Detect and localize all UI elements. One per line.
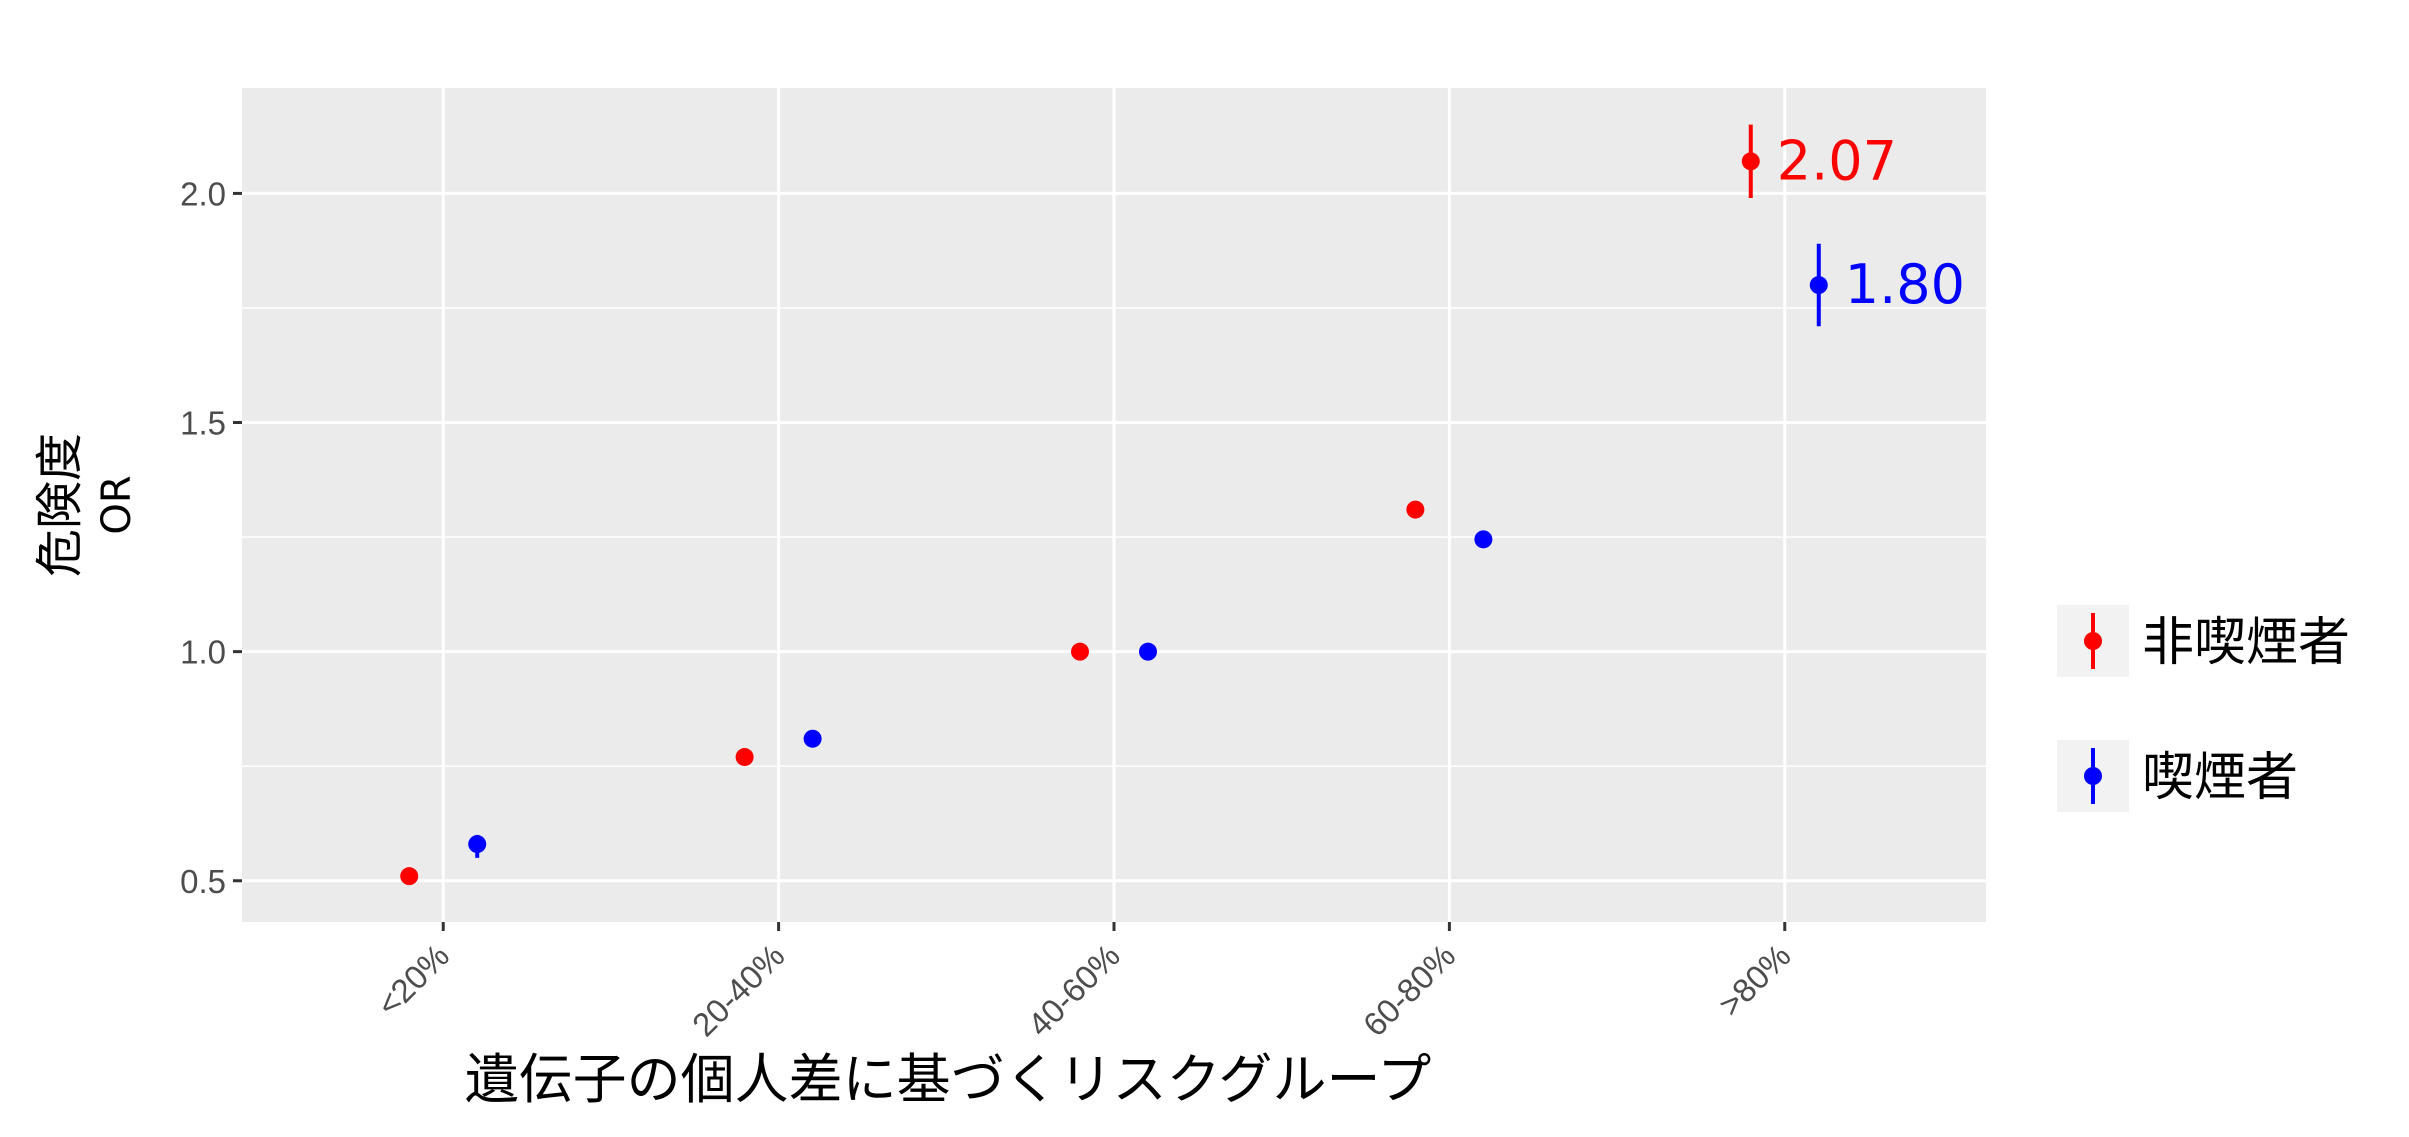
y-tick-label: 1.0 (180, 634, 226, 671)
data-point (1139, 642, 1157, 661)
data-point (1474, 530, 1493, 549)
data-point (400, 867, 419, 886)
y-axis-title-line-2: OR (94, 475, 140, 534)
legend-item-smoker: 喫煙者 (2057, 740, 2298, 812)
legend-key-smoker-point (2084, 767, 2102, 785)
data-marks (400, 124, 1828, 886)
legend-label-nonsmoker: 非喫煙者 (2142, 613, 2350, 673)
data-point (1809, 276, 1828, 295)
x-tick-label: 60-80% (1356, 937, 1463, 1044)
legend-key-nonsmoker-point (2084, 632, 2102, 650)
data-point (1406, 500, 1425, 519)
data-point (1071, 642, 1089, 661)
x-tick-label: <20% (370, 937, 456, 1023)
legend: 非喫煙者 喫煙者 (2057, 605, 2350, 812)
x-tick-label: 20-40% (685, 937, 792, 1044)
x-tick-label: >80% (1711, 937, 1797, 1023)
data-point (468, 835, 487, 854)
x-tick-label: 40-60% (1020, 937, 1127, 1044)
y-axis-title-line-1: 危険度 (32, 433, 88, 577)
y-tick-label: 2.0 (180, 175, 226, 212)
y-axis-title: 危険度 OR (32, 433, 140, 577)
y-axis: 0.5 1.0 1.5 2.0 (180, 175, 242, 900)
legend-label-smoker: 喫煙者 (2142, 748, 2298, 808)
data-point (803, 729, 822, 748)
value-annotation: 2.07 (1777, 129, 1897, 192)
x-axis-title: 遺伝子の個人差に基づくリスクグループ (465, 1048, 1432, 1111)
x-axis: <20% 20-40% 40-60% 60-80% >80% (370, 922, 1798, 1043)
y-tick-label: 1.5 (180, 405, 226, 442)
y-tick-label: 0.5 (180, 863, 226, 900)
data-point (1741, 152, 1760, 171)
annotations: 2.07 1.80 (1777, 129, 1965, 316)
data-point (735, 748, 754, 767)
legend-item-nonsmoker: 非喫煙者 (2057, 605, 2350, 677)
value-annotation: 1.80 (1845, 253, 1965, 316)
major-grid (242, 88, 1986, 922)
